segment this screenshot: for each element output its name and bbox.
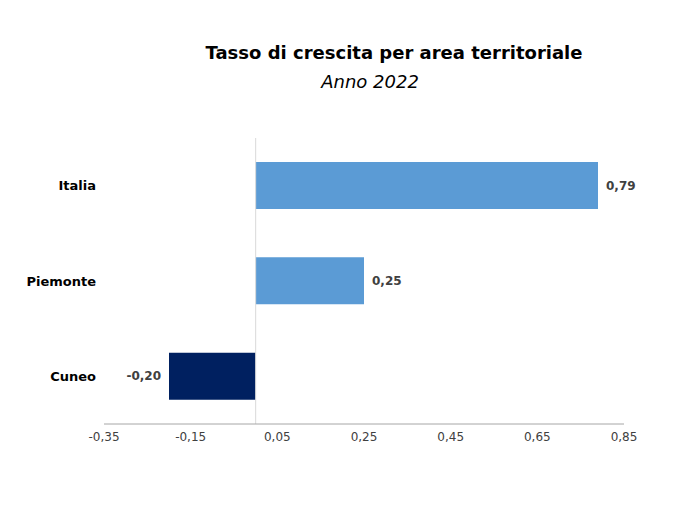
svg-text:0,05: 0,05 xyxy=(264,430,291,444)
svg-text:-0,35: -0,35 xyxy=(88,430,119,444)
svg-text:Cuneo: Cuneo xyxy=(50,369,96,384)
svg-text:0,85: 0,85 xyxy=(611,430,638,444)
html-text:Tasso di crescita per area ter: Tasso di crescita per area territoriale xyxy=(205,42,583,63)
html-text:Anno 2022: Anno 2022 xyxy=(321,71,419,92)
svg-text:0,79: 0,79 xyxy=(606,179,636,193)
svg-text:0,45: 0,45 xyxy=(437,430,464,444)
svg-text:0,25: 0,25 xyxy=(351,430,378,444)
svg-text:0,65: 0,65 xyxy=(524,430,551,444)
svg-text:-0,15: -0,15 xyxy=(175,430,206,444)
svg-text:Piemonte: Piemonte xyxy=(26,274,96,289)
svg-text:Italia: Italia xyxy=(58,178,96,193)
svg-text:-0,20: -0,20 xyxy=(126,369,161,383)
svg-text:0,25: 0,25 xyxy=(372,274,402,288)
